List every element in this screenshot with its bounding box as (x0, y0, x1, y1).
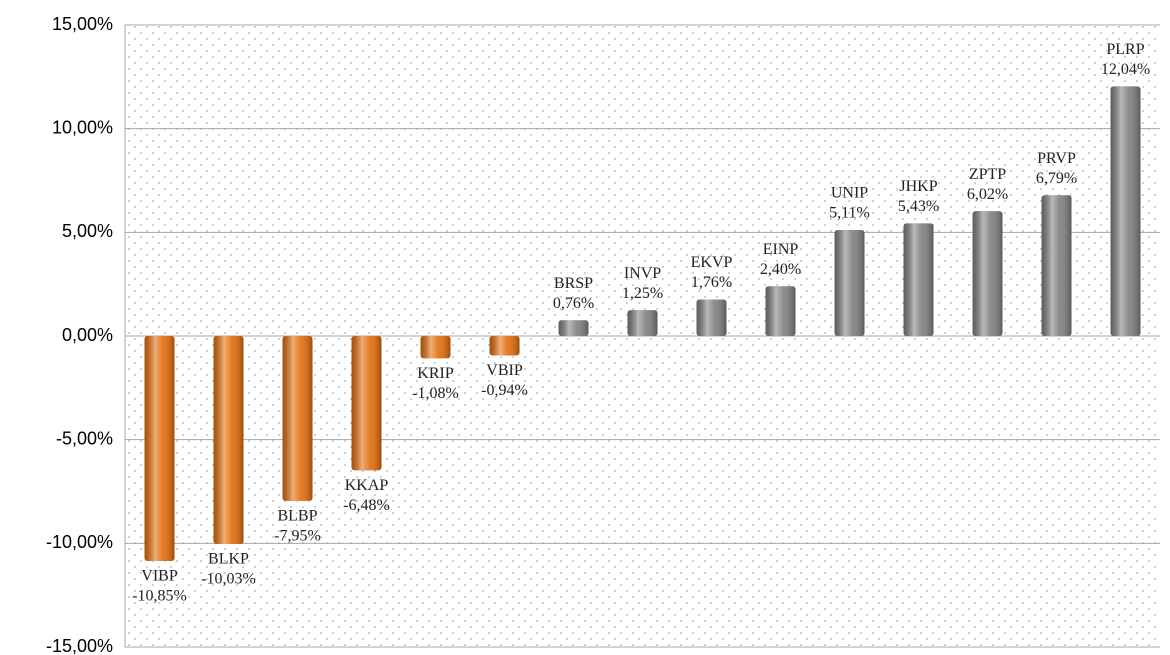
bar-shine (282, 336, 313, 501)
data-label-category: INVP (624, 265, 661, 282)
y-tick-label: -10,00% (46, 532, 113, 552)
bar-shine (903, 223, 934, 336)
data-label-category: PRVP (1037, 150, 1076, 167)
bar-shine (489, 336, 520, 356)
data-label-category: EINP (763, 241, 799, 258)
bar-shine (765, 286, 796, 336)
bar-shine (213, 336, 244, 544)
data-label-category: KKAP (345, 477, 389, 494)
data-label-category: EKVP (691, 254, 733, 271)
data-label-category: KRIP (417, 365, 454, 382)
bar-shine (696, 299, 727, 336)
data-label-category: VIBP (141, 568, 178, 585)
data-label-value: -10,03% (201, 571, 256, 588)
bar-shine (420, 336, 451, 359)
data-label-category: JHKP (899, 178, 937, 195)
y-tick-label: 10,00% (52, 117, 113, 137)
bar-shine (627, 310, 658, 336)
data-label-category: PLRP (1106, 41, 1144, 58)
data-label-value: 2,40% (760, 261, 801, 278)
data-label-value: 5,43% (898, 198, 939, 215)
data-label-value: -0,94% (481, 382, 528, 399)
data-label-category: UNIP (831, 185, 868, 202)
bar-shine (1110, 86, 1141, 336)
bar-shine (834, 230, 865, 336)
y-tick-label: 15,00% (52, 14, 113, 34)
y-tick-label: 5,00% (62, 221, 113, 241)
data-label-value: 6,02% (967, 186, 1008, 203)
data-label-value: 1,76% (691, 274, 732, 291)
data-label-category: BLKP (208, 551, 249, 568)
bar-shine (972, 211, 1003, 336)
data-label-value: 1,25% (622, 285, 663, 302)
y-tick-label: -5,00% (56, 428, 113, 448)
data-label-value: 6,79% (1036, 170, 1077, 187)
y-tick-label: 0,00% (62, 325, 113, 345)
data-label-value: 12,04% (1101, 61, 1150, 78)
data-label-value: -10,85% (132, 588, 187, 605)
data-label-value: 0,76% (553, 295, 594, 312)
data-label-value: 5,11% (829, 205, 870, 222)
bar-shine (351, 336, 382, 471)
data-label-category: VBIP (486, 362, 523, 379)
bar-shine (558, 320, 589, 336)
data-label-category: BRSP (554, 275, 593, 292)
data-label-value: -6,48% (343, 497, 390, 514)
bar-shine (1041, 195, 1072, 336)
data-label-category: ZPTP (969, 166, 1006, 183)
data-label-value: -1,08% (412, 385, 459, 402)
data-label-value: -7,95% (274, 528, 321, 545)
y-tick-label: -15,00% (46, 636, 113, 655)
bar-shine (144, 336, 175, 561)
data-label-category: BLBP (277, 508, 317, 525)
